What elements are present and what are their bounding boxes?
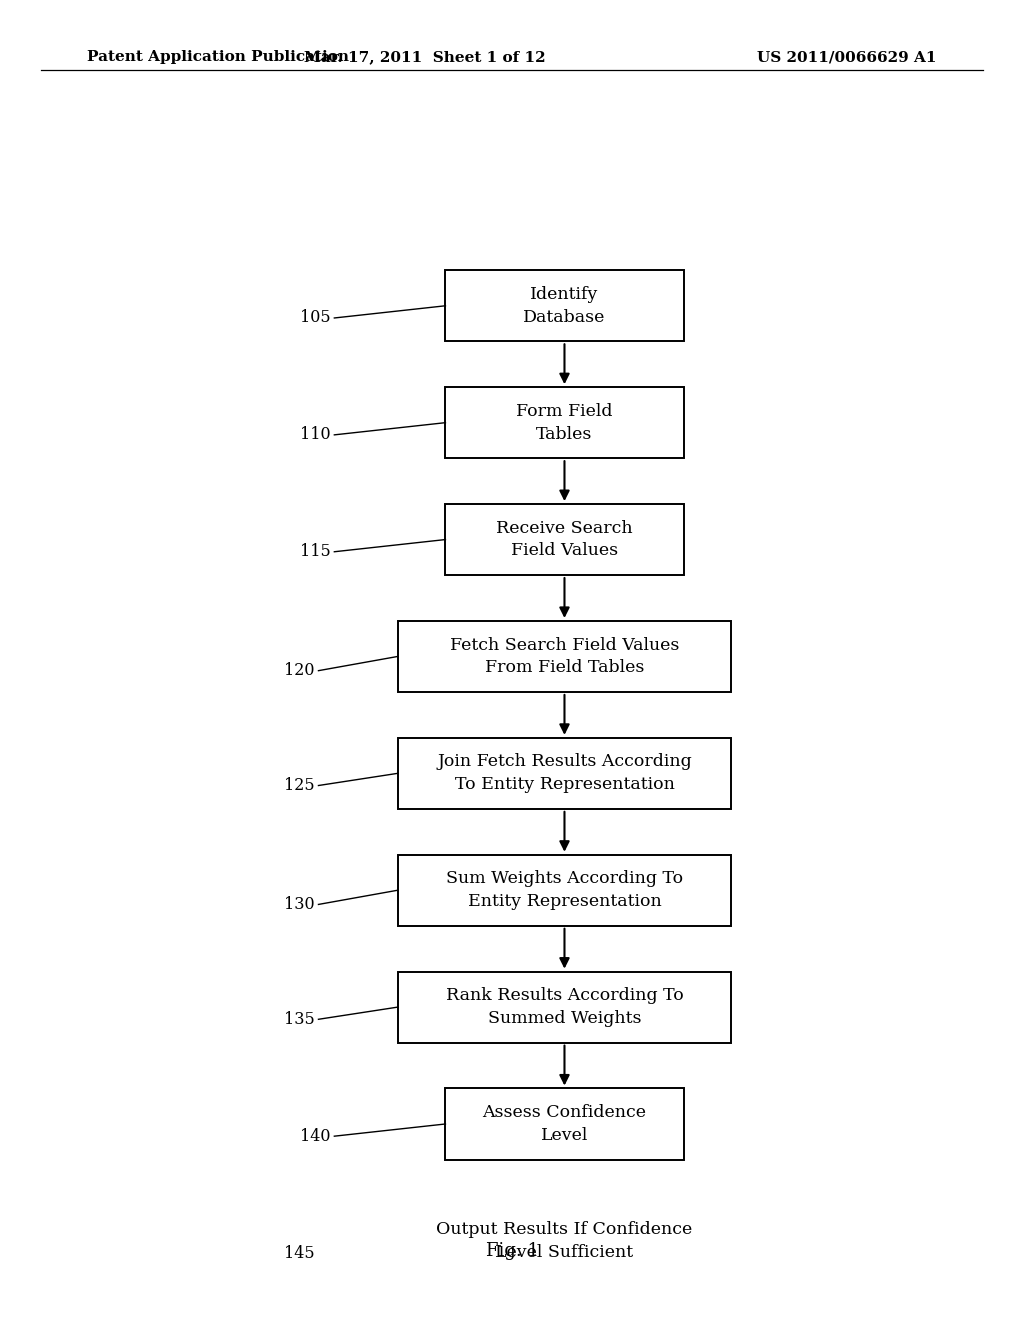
Text: Rank Results According To
Summed Weights: Rank Results According To Summed Weights bbox=[445, 987, 683, 1027]
Text: Sum Weights According To
Entity Representation: Sum Weights According To Entity Represen… bbox=[445, 870, 683, 909]
FancyBboxPatch shape bbox=[445, 271, 684, 342]
Text: 105: 105 bbox=[300, 309, 331, 326]
Text: Patent Application Publication: Patent Application Publication bbox=[87, 50, 349, 65]
Text: Form Field
Tables: Form Field Tables bbox=[516, 403, 612, 442]
Text: 145: 145 bbox=[284, 1245, 314, 1262]
Text: Fetch Search Field Values
From Field Tables: Fetch Search Field Values From Field Tab… bbox=[450, 636, 679, 676]
Text: 115: 115 bbox=[300, 544, 331, 560]
Text: 125: 125 bbox=[284, 777, 314, 795]
Text: Receive Search
Field Values: Receive Search Field Values bbox=[497, 520, 633, 560]
Text: Fig. 1: Fig. 1 bbox=[485, 1242, 539, 1261]
Text: 130: 130 bbox=[284, 896, 314, 913]
Text: Mar. 17, 2011  Sheet 1 of 12: Mar. 17, 2011 Sheet 1 of 12 bbox=[304, 50, 546, 65]
Text: 120: 120 bbox=[284, 663, 314, 680]
Text: Identify
Database: Identify Database bbox=[523, 286, 605, 326]
Text: Join Fetch Results According
To Entity Representation: Join Fetch Results According To Entity R… bbox=[437, 754, 692, 793]
FancyBboxPatch shape bbox=[445, 504, 684, 576]
FancyBboxPatch shape bbox=[398, 854, 731, 925]
FancyBboxPatch shape bbox=[398, 1205, 731, 1276]
Text: Assess Confidence
Level: Assess Confidence Level bbox=[482, 1104, 646, 1144]
Text: US 2011/0066629 A1: US 2011/0066629 A1 bbox=[758, 50, 937, 65]
Text: Output Results If Confidence
Level Sufficient: Output Results If Confidence Level Suffi… bbox=[436, 1221, 692, 1261]
FancyBboxPatch shape bbox=[445, 1089, 684, 1159]
FancyBboxPatch shape bbox=[445, 387, 684, 458]
FancyBboxPatch shape bbox=[398, 620, 731, 692]
Text: 140: 140 bbox=[300, 1127, 331, 1144]
FancyBboxPatch shape bbox=[398, 972, 731, 1043]
Text: 135: 135 bbox=[284, 1011, 314, 1028]
FancyBboxPatch shape bbox=[398, 738, 731, 809]
Text: 110: 110 bbox=[300, 426, 331, 444]
